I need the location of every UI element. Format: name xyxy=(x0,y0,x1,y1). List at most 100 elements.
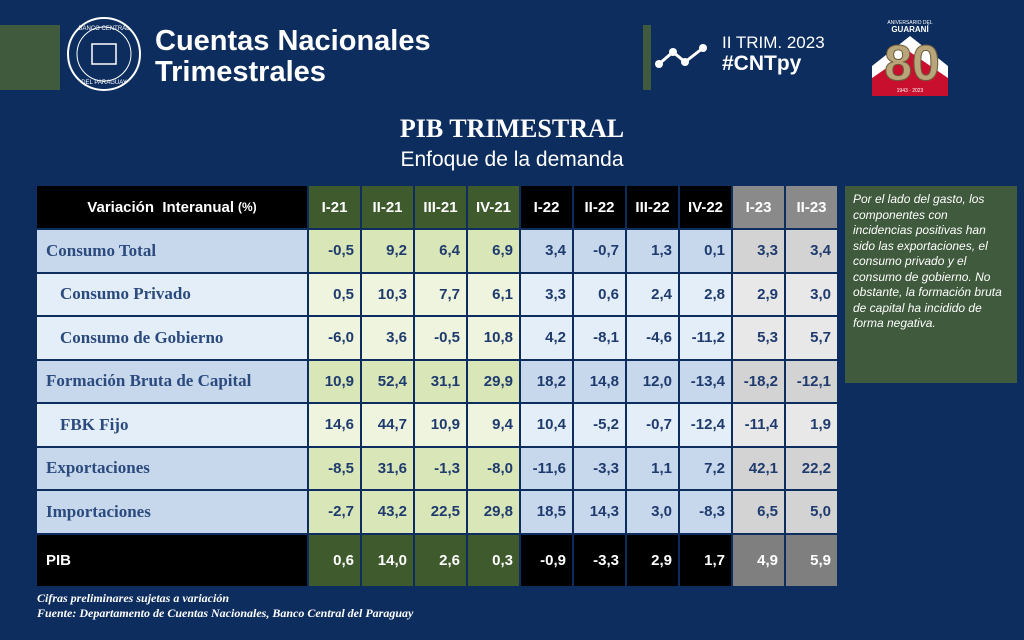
value-cell: 3,4 xyxy=(521,230,572,272)
column-header: III-22 xyxy=(627,186,678,228)
value-cell: -0,7 xyxy=(574,230,625,272)
total-cell: 1,7 xyxy=(680,534,731,586)
value-cell: 10,3 xyxy=(362,273,413,315)
value-cell: -8,3 xyxy=(680,491,731,533)
value-cell: 42,1 xyxy=(733,447,784,489)
column-header: IV-22 xyxy=(680,186,731,228)
column-header: IV-21 xyxy=(468,186,519,228)
row-label: Consumo Total xyxy=(37,230,307,272)
value-cell: -12,1 xyxy=(786,360,837,402)
value-cell: -1,3 xyxy=(415,447,466,489)
value-cell: 6,4 xyxy=(415,230,466,272)
value-cell: -6,0 xyxy=(309,317,360,359)
anniversary-number: 80 xyxy=(884,35,940,91)
value-cell: 43,2 xyxy=(362,491,413,533)
value-cell: -5,2 xyxy=(574,404,625,446)
value-cell: -8,1 xyxy=(574,317,625,359)
value-cell: 31,1 xyxy=(415,360,466,402)
value-cell: 3,3 xyxy=(733,230,784,272)
anniversary-label: ANIVERSARIO DEL xyxy=(887,20,933,26)
value-cell: 1,1 xyxy=(627,447,678,489)
divider xyxy=(643,25,651,90)
value-cell: -11,4 xyxy=(733,404,784,446)
seal: BANCO CENTRAL DEL PARAGUAY xyxy=(67,17,141,91)
total-cell: 5,9 xyxy=(786,534,837,586)
value-cell: 22,2 xyxy=(786,447,837,489)
value-cell: -12,4 xyxy=(680,404,731,446)
value-cell: 5,3 xyxy=(733,317,784,359)
column-header: II-22 xyxy=(574,186,625,228)
value-cell: -2,7 xyxy=(309,491,360,533)
header-band xyxy=(0,25,60,90)
hashtag: #CNTpy xyxy=(722,52,802,75)
trend-icon xyxy=(655,44,707,68)
value-cell: 10,9 xyxy=(415,404,466,446)
total-cell: 0,3 xyxy=(468,534,519,586)
total-cell: 0,6 xyxy=(309,534,360,586)
row-label: Exportaciones xyxy=(37,447,307,489)
total-label: PIB xyxy=(37,534,307,586)
row-label: Importaciones xyxy=(37,491,307,533)
value-cell: 22,5 xyxy=(415,491,466,533)
footer-line: Fuente: Departamento de Cuentas Nacional… xyxy=(37,606,414,620)
value-cell: 6,9 xyxy=(468,230,519,272)
value-cell: -13,4 xyxy=(680,360,731,402)
value-cell: 2,9 xyxy=(733,273,784,315)
value-cell: -0,7 xyxy=(627,404,678,446)
value-cell: 5,7 xyxy=(786,317,837,359)
value-cell: -11,6 xyxy=(521,447,572,489)
value-cell: 44,7 xyxy=(362,404,413,446)
value-cell: 9,4 xyxy=(468,404,519,446)
value-cell: 2,4 xyxy=(627,273,678,315)
value-cell: 29,8 xyxy=(468,491,519,533)
value-cell: -4,6 xyxy=(627,317,678,359)
total-cell: 2,9 xyxy=(627,534,678,586)
column-header: I-22 xyxy=(521,186,572,228)
value-cell: 7,7 xyxy=(415,273,466,315)
value-cell: 9,2 xyxy=(362,230,413,272)
value-cell: 3,6 xyxy=(362,317,413,359)
value-cell: -0,5 xyxy=(415,317,466,359)
value-cell: 6,5 xyxy=(733,491,784,533)
heading-title: PIB TRIMESTRAL xyxy=(399,114,625,143)
value-cell: 31,6 xyxy=(362,447,413,489)
column-header: II-23 xyxy=(786,186,837,228)
seal-bottom: DEL PARAGUAY xyxy=(81,80,127,86)
value-cell: 3,0 xyxy=(786,273,837,315)
note: Por el lado del gasto, los componentes c… xyxy=(845,186,1017,383)
total-cell: 4,9 xyxy=(733,534,784,586)
anniversary-years: 1943 · 2023 xyxy=(897,88,924,94)
total-cell: -3,3 xyxy=(574,534,625,586)
anniversary-name: GUARANÍ xyxy=(891,25,929,34)
total-cell: -0,9 xyxy=(521,534,572,586)
value-cell: 4,2 xyxy=(521,317,572,359)
value-cell: 6,1 xyxy=(468,273,519,315)
value-cell: 5,0 xyxy=(786,491,837,533)
value-cell: 29,9 xyxy=(468,360,519,402)
value-cell: 14,6 xyxy=(309,404,360,446)
footer-line: Cifras preliminares sujetas a variación xyxy=(37,591,230,605)
total-cell: 14,0 xyxy=(362,534,413,586)
row-label: FBK Fijo xyxy=(37,404,307,446)
value-cell: 1,3 xyxy=(627,230,678,272)
column-header: I-21 xyxy=(309,186,360,228)
row-label: Formación Bruta de Capital xyxy=(37,360,307,402)
value-cell: 0,1 xyxy=(680,230,731,272)
value-cell: 3,4 xyxy=(786,230,837,272)
value-cell: 10,8 xyxy=(468,317,519,359)
value-cell: 10,9 xyxy=(309,360,360,402)
title-line: Trimestrales xyxy=(155,56,326,88)
value-cell: 18,5 xyxy=(521,491,572,533)
header-unit: (%) xyxy=(238,200,257,214)
heading-subtitle: Enfoque de la demanda xyxy=(400,148,624,171)
row-label: Consumo de Gobierno xyxy=(37,317,307,359)
value-cell: 0,6 xyxy=(574,273,625,315)
value-cell: 18,2 xyxy=(521,360,572,402)
value-cell: 10,4 xyxy=(521,404,572,446)
value-cell: -3,3 xyxy=(574,447,625,489)
column-header: II-21 xyxy=(362,186,413,228)
period: II TRIM. 2023 xyxy=(722,33,825,52)
value-cell: 0,5 xyxy=(309,273,360,315)
title-line: Cuentas Nacionales xyxy=(155,25,431,57)
